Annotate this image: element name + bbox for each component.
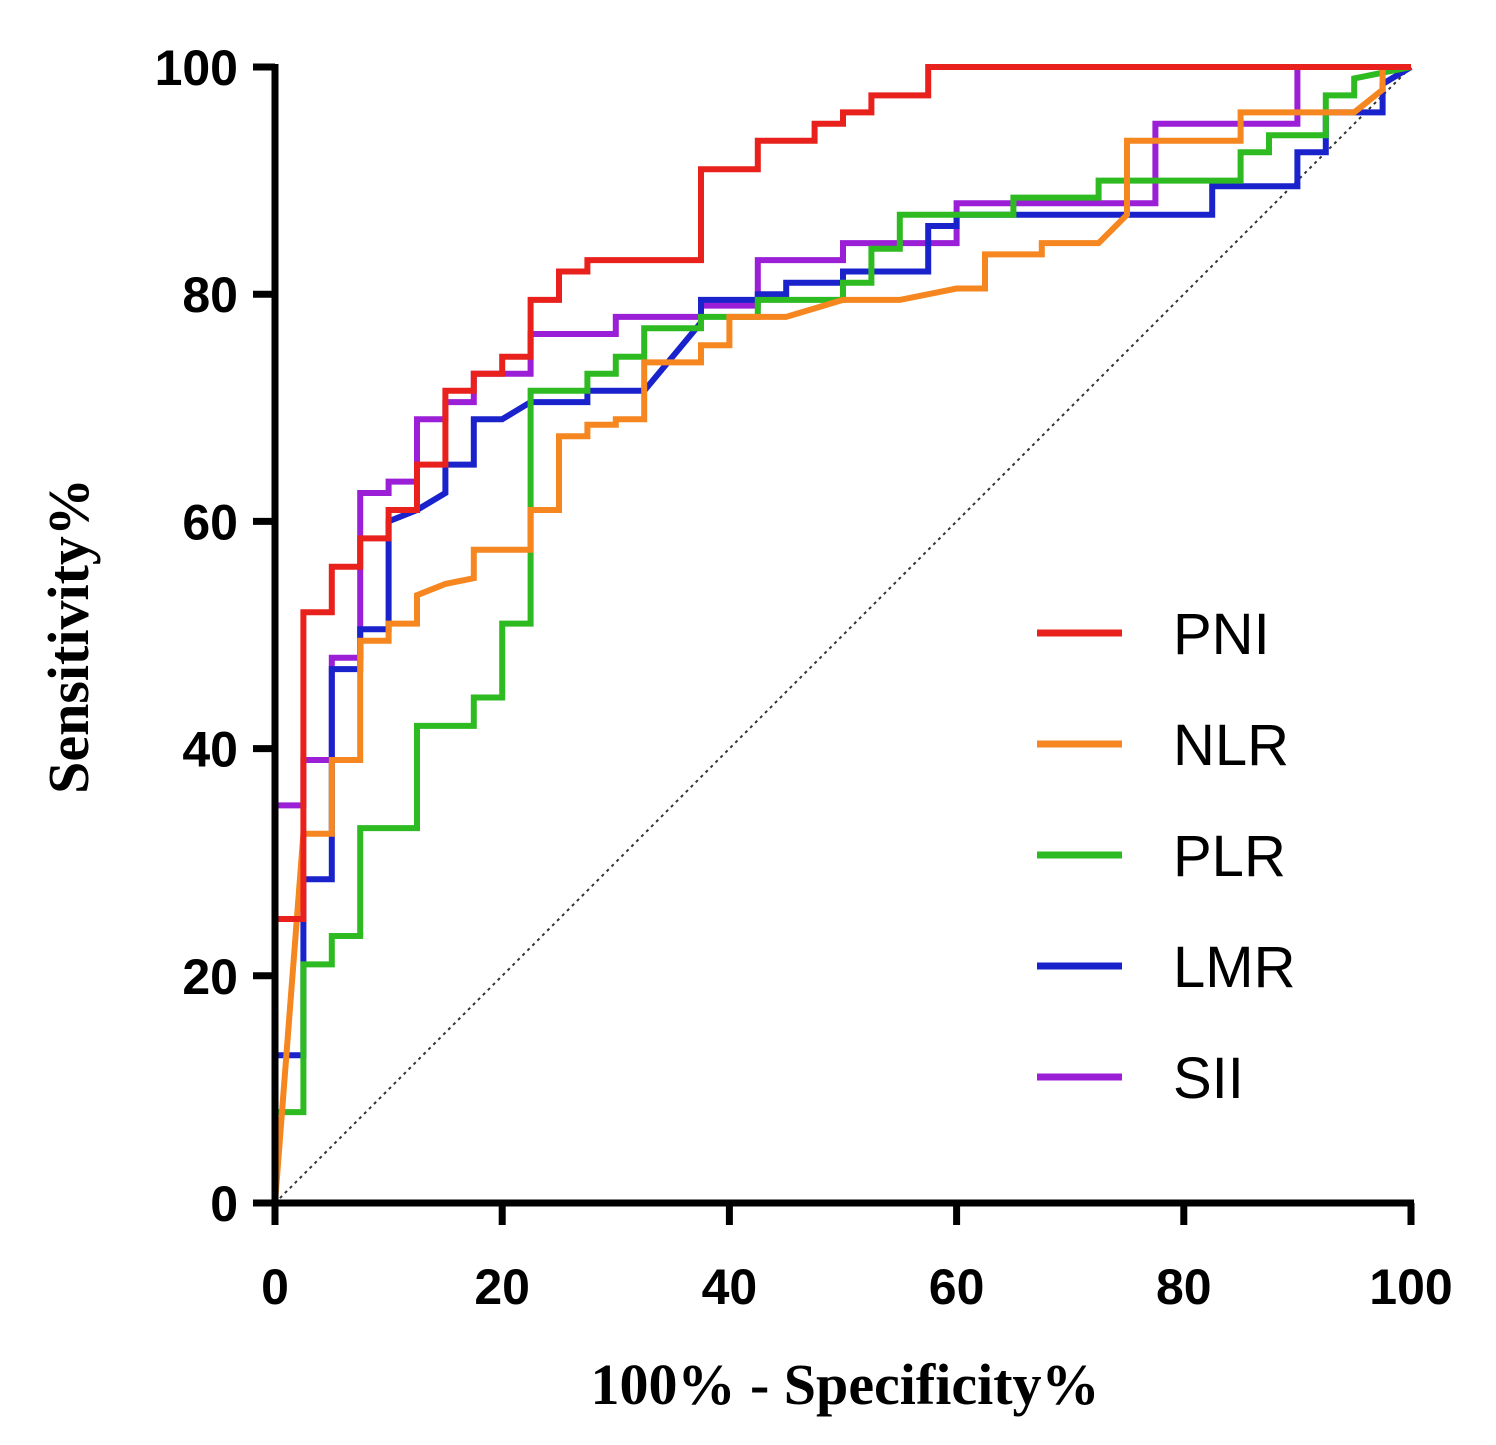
reference-line-layer	[274, 66, 1412, 1204]
legend-label-nlr: NLR	[1173, 713, 1289, 778]
x-tick-label: 40	[702, 1259, 758, 1315]
y-tick-label: 40	[182, 722, 238, 778]
x-tick-label: 60	[929, 1259, 985, 1315]
y-tick-label: 0	[210, 1176, 238, 1232]
legend-label-pni: PNI	[1173, 602, 1270, 667]
axes-layer	[271, 64, 1414, 1207]
y-axis-title: Sensitivity%	[36, 478, 101, 794]
y-tick-label: 20	[182, 949, 238, 1005]
series-line-plr	[272, 64, 1412, 1203]
x-tick-label: 100	[1369, 1259, 1452, 1315]
ticks-layer: 0 20 40 60 80 100 0 20 40 60 80 100	[155, 40, 1453, 1315]
x-axis-title: 100% - Specificity%	[590, 1352, 1099, 1417]
series-line-pni	[272, 64, 1411, 1203]
y-tick-label: 80	[182, 267, 238, 323]
x-tick-label: 20	[474, 1259, 530, 1315]
legend-label-lmr: LMR	[1173, 935, 1295, 1000]
series-line-nlr	[272, 64, 1411, 1204]
y-tick-label: 60	[182, 494, 238, 550]
legend: PNI NLR PLR LMR SII	[1037, 602, 1295, 1111]
chance-diagonal-line	[274, 66, 1412, 1204]
x-tick-label: 0	[261, 1259, 289, 1315]
x-tick-label: 80	[1156, 1259, 1212, 1315]
legend-label-plr: PLR	[1173, 824, 1286, 889]
y-tick-label: 100	[155, 40, 238, 96]
legend-label-sii: SII	[1173, 1046, 1244, 1111]
series-layer	[272, 64, 1413, 1204]
